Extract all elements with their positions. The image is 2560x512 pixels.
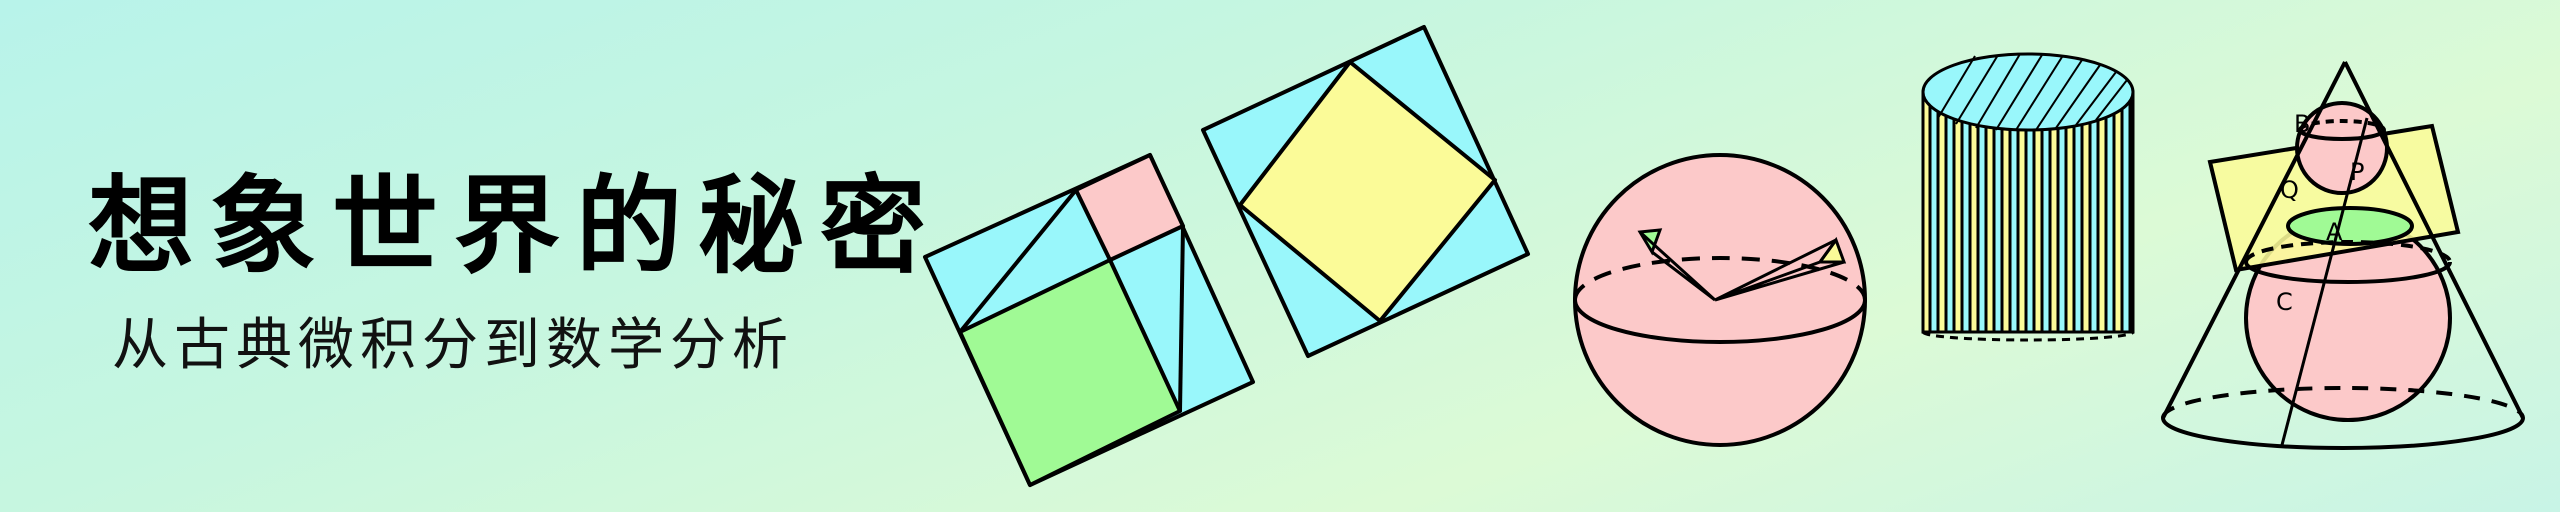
diagonal-left — [958, 188, 1078, 334]
cone-base-back — [2161, 386, 2525, 419]
banner-title: 想象世界的秘密 — [88, 165, 942, 288]
conic-section — [2286, 206, 2414, 246]
large-sphere-tangent-back — [2244, 240, 2452, 263]
cone-generator-line — [2280, 117, 2369, 446]
right-pyramid-edges — [1714, 238, 1845, 302]
cone-right-edge — [2343, 61, 2525, 419]
striped-cylinder-figure — [1921, 52, 2135, 342]
inscribed-square-figure — [1201, 25, 1530, 358]
cylinder-top — [1921, 52, 2135, 132]
banner-subtitle: 从古典微积分到数学分析 — [112, 313, 794, 378]
cone-base-front — [2161, 417, 2525, 450]
pythagoras-square-figure — [923, 153, 1255, 487]
small-sphere-tangent-back — [2298, 119, 2386, 131]
label-A: A — [2326, 218, 2343, 246]
small-sphere-tangent-front — [2298, 129, 2386, 141]
diagonal-right — [1178, 225, 1185, 412]
cylinder-bottom — [1921, 331, 2135, 342]
label-P: P — [2350, 158, 2364, 186]
dandelin-cone-figure: B P Q A C — [2161, 61, 2525, 450]
sphere-figure — [1573, 153, 1867, 447]
label-C: C — [2276, 288, 2293, 316]
large-sphere-tangent-front — [2244, 261, 2452, 284]
sphere-equator-back — [1573, 256, 1867, 301]
label-Q: Q — [2280, 176, 2299, 204]
label-B: B — [2294, 110, 2310, 138]
sphere-equator-front — [1573, 299, 1867, 344]
inner-square — [1238, 60, 1497, 323]
